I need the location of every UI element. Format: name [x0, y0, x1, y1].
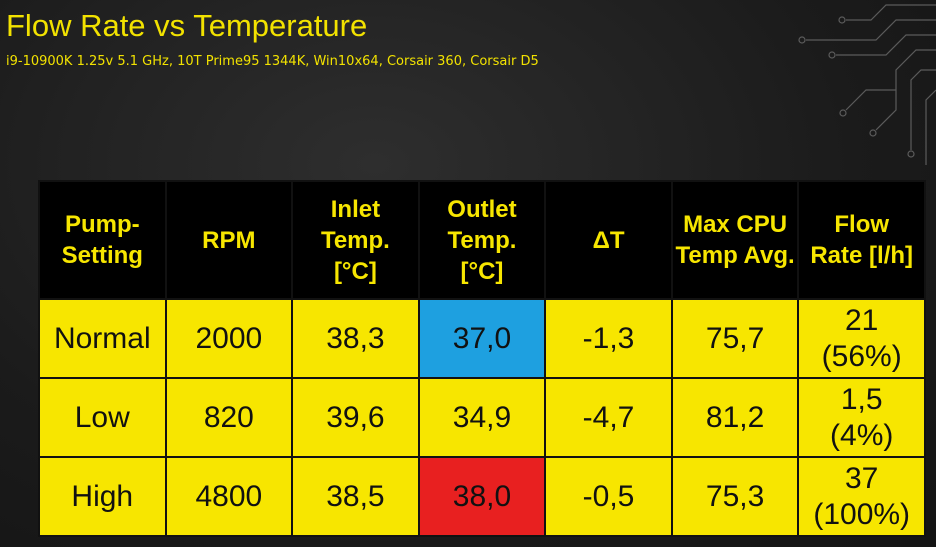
table-row: Normal 2000 38,3 37,0 -1,3 75,7 21 (56%) [38, 298, 926, 379]
column-header: Inlet Temp. [°C] [291, 180, 420, 300]
table-cell: 39,6 [291, 377, 420, 458]
table-cell: 37,0 [417, 298, 547, 379]
header-row: Pump- Setting RPM Inlet Temp. [°C] Outlet T… [38, 180, 926, 300]
table-cell: 75,3 [670, 456, 800, 537]
table-cell: High [38, 456, 167, 537]
table-cell: 38,0 [417, 456, 547, 537]
table-cell: 820 [164, 377, 294, 458]
column-header: Max CPU Temp Avg. [670, 180, 800, 300]
table-cell: 2000 [164, 298, 294, 379]
table-cell: 34,9 [417, 377, 547, 458]
table-cell: Low [38, 377, 167, 458]
table-cell: -1,3 [544, 298, 673, 379]
subtitle: i9-10900K 1.25v 5.1 GHz, 10T Prime95 134… [6, 54, 539, 69]
column-header: RPM [164, 180, 294, 300]
table-cell: 1,5 (4%) [797, 377, 926, 458]
table-cell: 37 (100%) [797, 456, 926, 537]
table-row: High 4800 38,5 38,0 -0,5 75,3 37 (100%) [38, 456, 926, 537]
column-header: Outlet Temp. [°C] [417, 180, 547, 300]
table-cell: 21 (56%) [797, 298, 926, 379]
table-cell: 38,3 [291, 298, 420, 379]
table-cell: 75,7 [670, 298, 800, 379]
table-body: Normal 2000 38,3 37,0 -1,3 75,7 21 (56%) Low 820… [38, 298, 926, 537]
table-cell: 4800 [164, 456, 294, 537]
column-header: Flow Rate [l/h] [797, 180, 926, 300]
table-cell: 38,5 [291, 456, 420, 537]
column-header: Pump- Setting [38, 180, 167, 300]
circuit-decoration [798, 4, 936, 165]
table-cell: Normal [38, 298, 167, 379]
column-header: ΔT [544, 180, 673, 300]
table-cell: -4,7 [544, 377, 673, 458]
table-cell: 81,2 [670, 377, 800, 458]
table-row: Low 820 39,6 34,9 -4,7 81,2 1,5 (4%) [38, 377, 926, 458]
table-cell: -0,5 [544, 456, 673, 537]
title: Flow Rate vs Temperature [6, 8, 368, 43]
results-table: Pump- Setting RPM Inlet Temp. [°C] Outlet T… [38, 180, 926, 537]
